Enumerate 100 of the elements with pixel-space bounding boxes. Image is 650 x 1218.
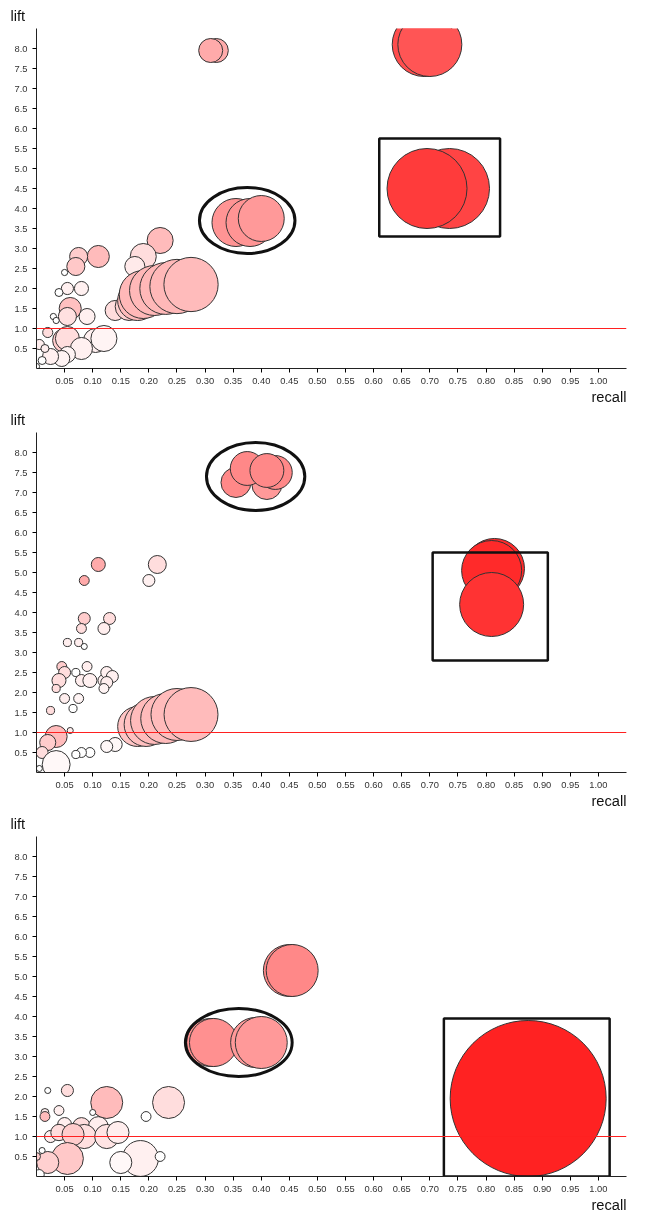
y-tick-label: 3.5: [14, 1031, 28, 1042]
y-tick-label: 7.5: [14, 467, 28, 478]
x-tick-label: 0.60: [364, 375, 383, 386]
x-tick-label: 0.75: [448, 1183, 468, 1194]
y-tick-label: 1.0: [14, 323, 28, 334]
x-tick-label: 0.20: [139, 375, 158, 386]
x-tick-label: 0.60: [364, 1183, 383, 1194]
y-tick-label: 6.0: [14, 123, 28, 134]
x-tick-label: 0.45: [280, 1183, 299, 1194]
x-tick-label: 0.75: [448, 375, 468, 386]
y-tick-label: 0.5: [14, 343, 28, 354]
y-tick-label: 4.5: [14, 183, 28, 194]
x-tick-label: 0.15: [111, 779, 130, 790]
x-tick-label: 0.35: [224, 779, 243, 790]
y-tick-label: 4.0: [14, 607, 28, 618]
x-tick-label: 1.00: [589, 375, 608, 386]
x-tick-label: 0.85: [505, 1183, 524, 1194]
y-tick-label: 6.0: [14, 527, 28, 538]
y-axis-title: lift: [10, 815, 26, 832]
y-tick-label: 1.5: [14, 1111, 28, 1122]
x-tick-label: 0.25: [167, 779, 187, 790]
y-tick-label: 7.0: [14, 487, 28, 498]
y-tick-label: 8.0: [14, 851, 28, 862]
x-tick-label: 0.95: [561, 779, 580, 790]
y-tick-label: 5.0: [14, 567, 28, 578]
x-tick-label: 1.00: [589, 779, 608, 790]
x-tick-label: 0.40: [252, 779, 271, 790]
x-tick-label: 0.35: [224, 1183, 243, 1194]
x-tick-label: 0.55: [336, 1183, 355, 1194]
y-tick-label: 7.0: [14, 891, 28, 902]
x-tick-label: 0.90: [533, 1183, 552, 1194]
y-tick-label: 6.5: [14, 103, 28, 114]
y-tick-label: 8.0: [14, 43, 28, 54]
x-tick-label: 0.45: [280, 779, 299, 790]
y-tick-label: 5.5: [14, 547, 28, 558]
y-axis-title: lift: [10, 7, 26, 24]
y-tick-label: 1.5: [14, 707, 28, 718]
x-tick-label: 0.80: [476, 1183, 496, 1194]
y-tick-label: 6.5: [14, 911, 28, 922]
y-tick-label: 5.0: [14, 163, 28, 174]
y-tick-label: 4.5: [14, 587, 28, 598]
x-tick-label: 0.65: [392, 375, 411, 386]
x-tick-label: 0.05: [55, 375, 74, 386]
y-tick-label: 3.5: [14, 627, 28, 638]
y-tick-label: 2.0: [14, 687, 28, 698]
x-tick-label: 0.90: [533, 375, 552, 386]
y-tick-label: 3.5: [14, 223, 28, 234]
x-axis-title: recall: [591, 1196, 627, 1213]
x-tick-label: 0.25: [167, 375, 187, 386]
x-tick-label: 0.30: [195, 779, 215, 790]
x-tick-label: 0.55: [336, 779, 355, 790]
y-tick-label: 2.5: [14, 263, 28, 274]
y-tick-label: 3.0: [14, 647, 28, 658]
y-tick-label: 1.5: [14, 303, 28, 314]
x-tick-label: 0.15: [111, 375, 130, 386]
x-tick-label: 0.10: [83, 779, 102, 790]
x-tick-label: 0.30: [195, 1183, 215, 1194]
x-tick-label: 0.55: [336, 375, 355, 386]
y-tick-label: 3.0: [14, 1051, 28, 1062]
y-tick-label: 2.5: [14, 1071, 28, 1082]
x-tick-label: 0.05: [55, 779, 74, 790]
y-tick-label: 0.5: [14, 1151, 28, 1162]
y-tick-label: 2.0: [14, 1091, 28, 1102]
x-tick-label: 0.75: [448, 779, 468, 790]
x-tick-label: 0.45: [280, 375, 299, 386]
y-tick-label: 2.5: [14, 667, 28, 678]
x-tick-label: 0.70: [420, 1183, 439, 1194]
y-tick-label: 5.5: [14, 143, 28, 154]
x-tick-label: 0.15: [111, 1183, 130, 1194]
y-tick-label: 8.0: [14, 447, 28, 458]
y-tick-label: 4.5: [14, 991, 28, 1002]
x-tick-label: 0.40: [252, 375, 271, 386]
x-tick-label: 0.10: [83, 1183, 102, 1194]
y-tick-label: 5.0: [14, 971, 28, 982]
y-axis-title: lift: [10, 411, 26, 428]
x-tick-label: 0.50: [308, 779, 327, 790]
y-tick-label: 1.0: [14, 1131, 28, 1142]
x-axis-title: recall: [591, 792, 627, 809]
y-tick-label: 3.0: [14, 243, 28, 254]
y-tick-label: 7.5: [14, 63, 28, 74]
y-tick-label: 4.0: [14, 1011, 28, 1022]
x-tick-label: 0.40: [252, 1183, 271, 1194]
x-tick-label: 0.05: [55, 1183, 74, 1194]
x-tick-label: 0.65: [392, 1183, 411, 1194]
x-tick-label: 0.30: [195, 375, 215, 386]
x-tick-label: 0.60: [364, 779, 383, 790]
x-tick-label: 0.20: [139, 779, 158, 790]
x-tick-label: 1.00: [589, 1183, 608, 1194]
x-tick-label: 0.85: [505, 375, 524, 386]
y-tick-label: 6.5: [14, 507, 28, 518]
x-tick-label: 0.95: [561, 1183, 580, 1194]
x-tick-label: 0.95: [561, 375, 580, 386]
y-tick-label: 6.0: [14, 931, 28, 942]
x-axis-title: recall: [591, 388, 627, 405]
x-tick-label: 0.20: [139, 1183, 158, 1194]
y-tick-label: 7.0: [14, 83, 28, 94]
x-tick-label: 0.70: [420, 375, 439, 386]
y-tick-label: 4.0: [14, 203, 28, 214]
x-tick-label: 0.50: [308, 375, 327, 386]
x-tick-label: 0.85: [505, 779, 524, 790]
